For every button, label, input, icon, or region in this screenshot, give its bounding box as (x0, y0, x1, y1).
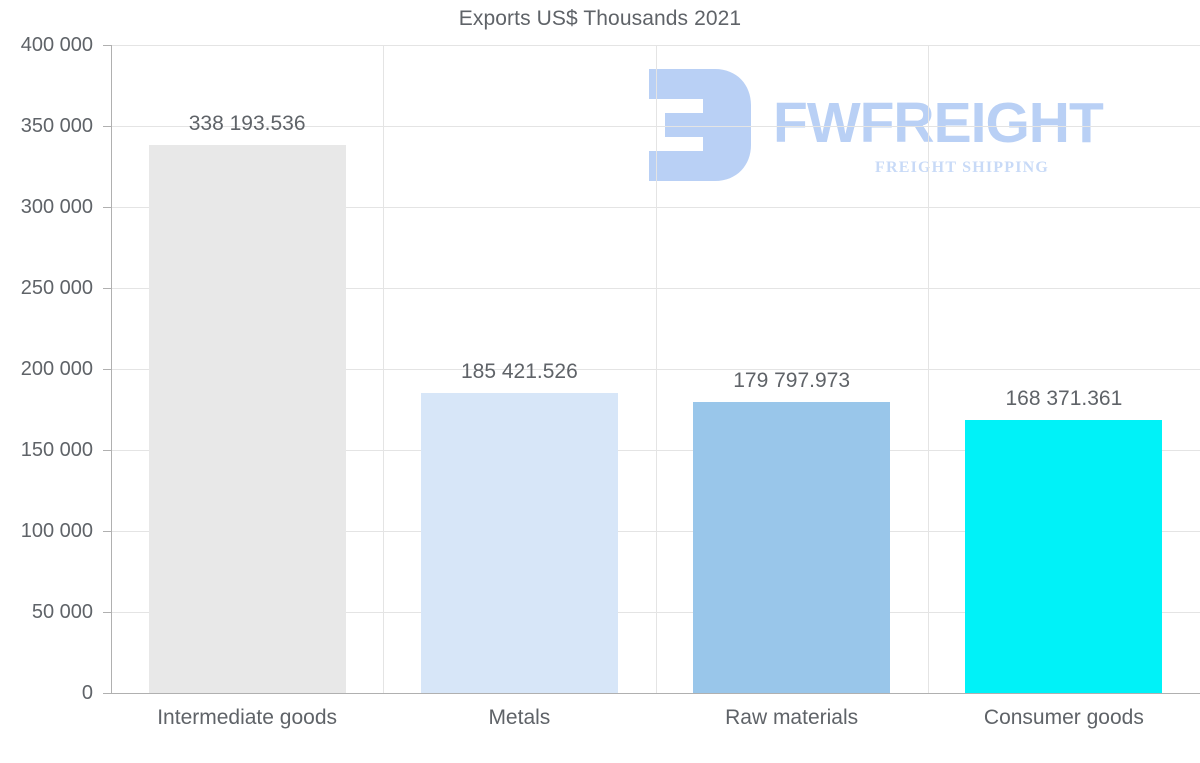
gridline (111, 207, 1200, 208)
bar-value-label: 185 421.526 (460, 359, 578, 383)
y-axis-tick-label: 400 000 (20, 34, 93, 56)
y-axis-tick-label: 100 000 (20, 520, 93, 542)
x-axis-tick-label: Consumer goods (983, 706, 1144, 729)
bar[interactable] (420, 392, 618, 693)
category-separator (383, 45, 384, 693)
y-axis-tick-mark (103, 612, 111, 613)
y-axis-tick-label: 250 000 (20, 277, 93, 299)
y-axis-tick-mark (103, 288, 111, 289)
bar[interactable] (693, 401, 891, 693)
x-axis-tick-label: Intermediate goods (157, 706, 338, 729)
y-axis-tick-label: 200 000 (20, 358, 93, 380)
y-axis-tick-mark (103, 693, 111, 694)
plot-area (111, 45, 1200, 694)
x-axis-tick-label: Metals (488, 706, 551, 729)
y-axis-tick-label: 300 000 (20, 196, 93, 218)
y-axis-tick-mark (103, 126, 111, 127)
gridline (111, 126, 1200, 127)
y-axis-tick-label: 150 000 (20, 439, 93, 461)
gridline (111, 693, 1200, 694)
bar[interactable] (965, 420, 1163, 693)
x-axis-tick-label: Raw materials (725, 706, 859, 729)
gridline (111, 369, 1200, 370)
y-axis-tick-mark (103, 450, 111, 451)
chart-title: Exports US$ Thousands 2021 (458, 7, 742, 30)
gridline (111, 288, 1200, 289)
bar-value-label: 168 371.361 (1005, 387, 1123, 411)
y-axis-tick-label: 50 000 (31, 601, 93, 623)
gridline (111, 612, 1200, 613)
y-axis-tick-label: 0 (81, 682, 93, 704)
gridline (111, 45, 1200, 46)
bar-value-label: 338 193.536 (188, 112, 306, 136)
y-axis-tick-mark (103, 45, 111, 46)
gridline (111, 450, 1200, 451)
y-axis-tick-mark (103, 369, 111, 370)
bar[interactable] (148, 145, 346, 693)
y-axis-tick-mark (103, 531, 111, 532)
gridline (111, 531, 1200, 532)
category-separator (928, 45, 929, 693)
y-axis-line (111, 45, 112, 693)
y-axis-tick-mark (103, 207, 111, 208)
y-axis-tick-label: 350 000 (20, 115, 93, 137)
category-separator (656, 45, 657, 693)
bar-value-label: 179 797.973 (733, 368, 851, 392)
